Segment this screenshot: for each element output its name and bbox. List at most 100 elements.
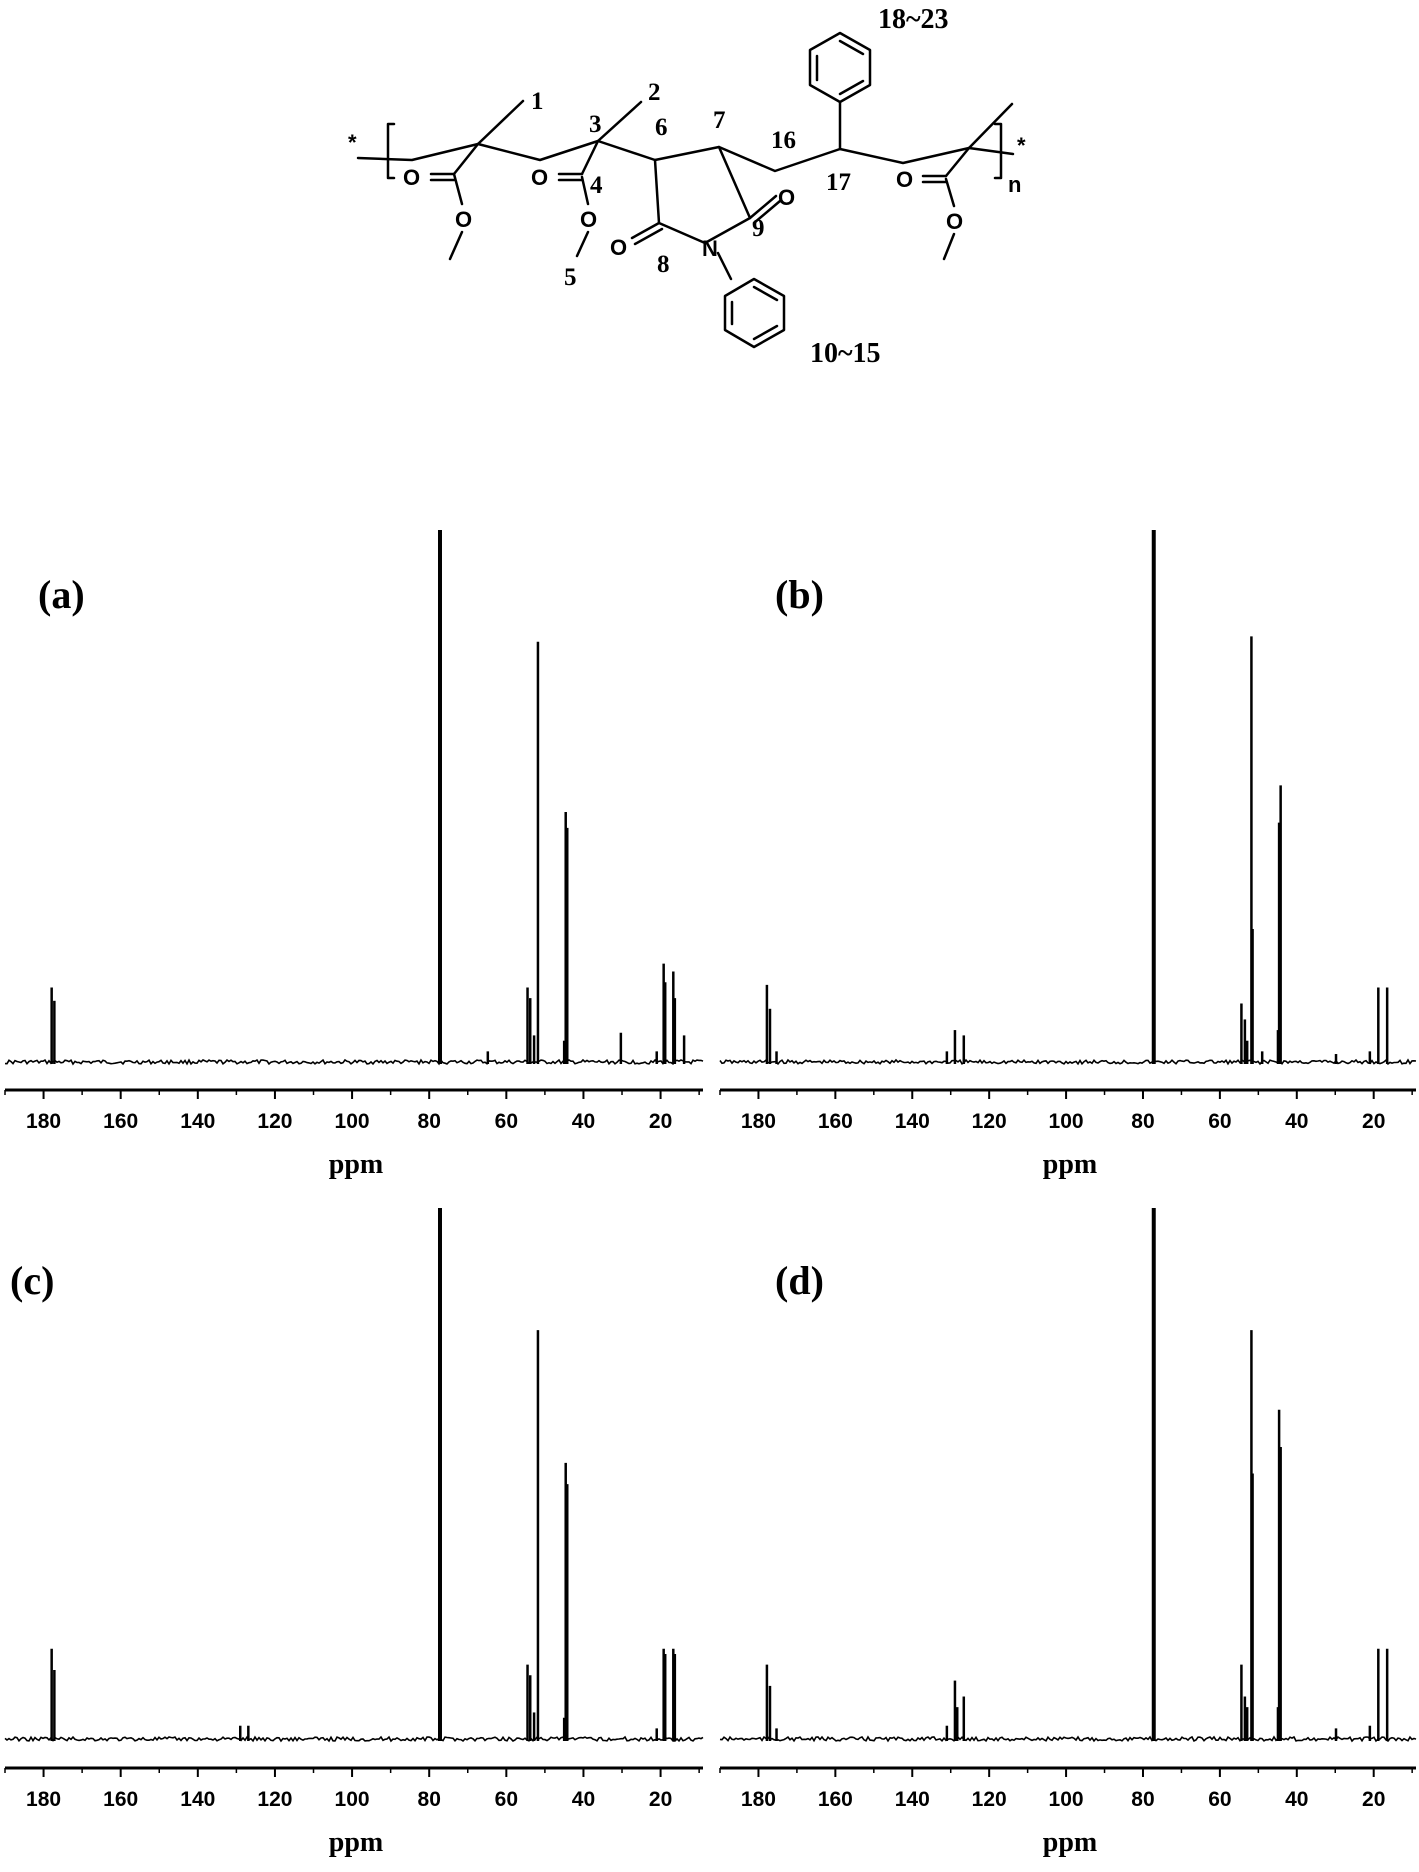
atom-n: N: [702, 236, 718, 261]
styrene-double-2: [838, 39, 865, 56]
imide-ring: [653, 145, 752, 245]
n-phenyl-double-2: [752, 324, 779, 341]
n-phenyl-double-1: [752, 285, 779, 302]
x-tick-label: 20: [1362, 1788, 1385, 1811]
x-axis-title: ppm: [1043, 1149, 1097, 1180]
end-star-left: *: [348, 130, 357, 155]
x-tick-label: 180: [26, 1110, 61, 1133]
spectrum-baseline: [4, 1735, 704, 1743]
imide-co-9: [748, 194, 778, 220]
x-tick-label: 180: [26, 1788, 61, 1811]
label-c6: 6: [655, 114, 668, 141]
x-tick-label: 120: [257, 1788, 292, 1811]
label-c1: 1: [531, 88, 544, 115]
x-tick-label: 140: [180, 1788, 215, 1811]
label-r1015: 10~15: [810, 338, 881, 369]
label-c7: 7: [713, 107, 726, 134]
spectrum-baseline: [719, 1058, 1417, 1066]
x-tick-label: 160: [818, 1110, 853, 1133]
ester-1-carbon: [452, 142, 480, 176]
x-tick-label: 100: [335, 1110, 370, 1133]
spectrum-panel-d: 180 160 140 120 100 80 60 40 20 ppm (d): [719, 1208, 1417, 1858]
label-c9: 9: [752, 215, 765, 242]
x-axis-title: ppm: [1043, 1827, 1097, 1858]
ester-2-carbon: [580, 139, 600, 176]
x-tick-label: 160: [103, 1110, 138, 1133]
ester-1-me: [448, 230, 464, 261]
x-tick-label: 40: [1285, 1788, 1308, 1811]
methyl-1: [476, 99, 525, 146]
atom-o-2: O: [455, 207, 472, 232]
end-star-right: *: [1017, 133, 1026, 158]
imide-co-9b: [752, 199, 782, 225]
x-tick-label: 180: [741, 1110, 776, 1133]
x-axis-title: ppm: [329, 1149, 383, 1180]
label-c2: 2: [648, 79, 661, 106]
atom-o-7: O: [610, 235, 627, 260]
main-chain: [356, 139, 1015, 173]
atom-o-3: O: [531, 165, 548, 190]
x-tick-label: 140: [180, 1110, 215, 1133]
panel-label: (c): [10, 1258, 54, 1303]
atom-o-6: O: [946, 209, 963, 234]
x-tick-label: 160: [818, 1788, 853, 1811]
label-c17: 17: [826, 169, 851, 196]
methyl-2: [596, 100, 643, 143]
x-tick-label: 40: [1285, 1110, 1308, 1133]
label-c3: 3: [589, 111, 602, 138]
atom-o-4: O: [580, 207, 597, 232]
x-tick-label: 100: [1049, 1788, 1084, 1811]
x-tick-label: 60: [495, 1110, 518, 1133]
x-tick-label: 20: [1362, 1110, 1385, 1133]
label-c5: 5: [564, 264, 577, 291]
methyl-3: [967, 102, 1014, 150]
atom-o-1: O: [403, 165, 420, 190]
spectrum-baseline: [719, 1735, 1417, 1743]
x-tick-label: 180: [741, 1788, 776, 1811]
ester-3-carbon: [944, 146, 971, 178]
panel-label: (d): [775, 1258, 824, 1303]
spectrum-panel-a: 180 160 140 120 100 80 60 40 20 ppm (a): [4, 530, 704, 1180]
x-tick-label: 120: [972, 1110, 1007, 1133]
x-tick-label: 40: [572, 1788, 595, 1811]
imide-co-8b: [633, 227, 664, 246]
panel-label: (a): [38, 572, 85, 617]
chemical-structure: [356, 31, 1015, 349]
right-bracket: [993, 122, 1003, 180]
left-bracket: [386, 122, 396, 180]
atom-o-5: O: [896, 167, 913, 192]
x-tick-label: 80: [1131, 1110, 1154, 1133]
x-tick-label: 140: [895, 1110, 930, 1133]
x-tick-label: 60: [1208, 1788, 1231, 1811]
x-tick-label: 80: [1131, 1788, 1154, 1811]
x-tick-label: 120: [257, 1110, 292, 1133]
spectrum-panel-c: 180 160 140 120 100 80 60 40 20 ppm (c): [4, 1208, 704, 1858]
x-tick-label: 60: [1208, 1110, 1231, 1133]
spectrum-baseline: [4, 1058, 704, 1066]
label-c16: 16: [771, 127, 796, 154]
ester-1-o: [452, 172, 464, 206]
n-phenyl-bond: [716, 251, 733, 281]
x-tick-label: 60: [495, 1788, 518, 1811]
x-tick-label: 80: [418, 1788, 441, 1811]
repeat-n: n: [1008, 172, 1021, 197]
x-tick-label: 100: [1049, 1110, 1084, 1133]
ester-3-me: [942, 232, 956, 261]
n-phenyl-ring: [723, 277, 786, 349]
x-tick-label: 160: [103, 1788, 138, 1811]
imide-co-8: [630, 221, 661, 240]
styrene-phenyl-ring: [808, 31, 872, 104]
x-tick-label: 20: [649, 1110, 672, 1133]
atom-o-8: O: [778, 185, 795, 210]
ester-2-me: [575, 230, 590, 258]
x-axis-title: ppm: [329, 1827, 383, 1858]
x-tick-label: 100: [335, 1788, 370, 1811]
ester-3-o: [944, 177, 956, 208]
chemical-structure-labels: * * n O O O O O O O O N 1 2 3 4 5 6 7 8 …: [348, 4, 1026, 369]
styrene-double-3: [838, 79, 865, 96]
x-tick-label: 140: [895, 1788, 930, 1811]
x-tick-label: 40: [572, 1110, 595, 1133]
x-tick-label: 20: [649, 1788, 672, 1811]
label-c8: 8: [657, 251, 670, 278]
